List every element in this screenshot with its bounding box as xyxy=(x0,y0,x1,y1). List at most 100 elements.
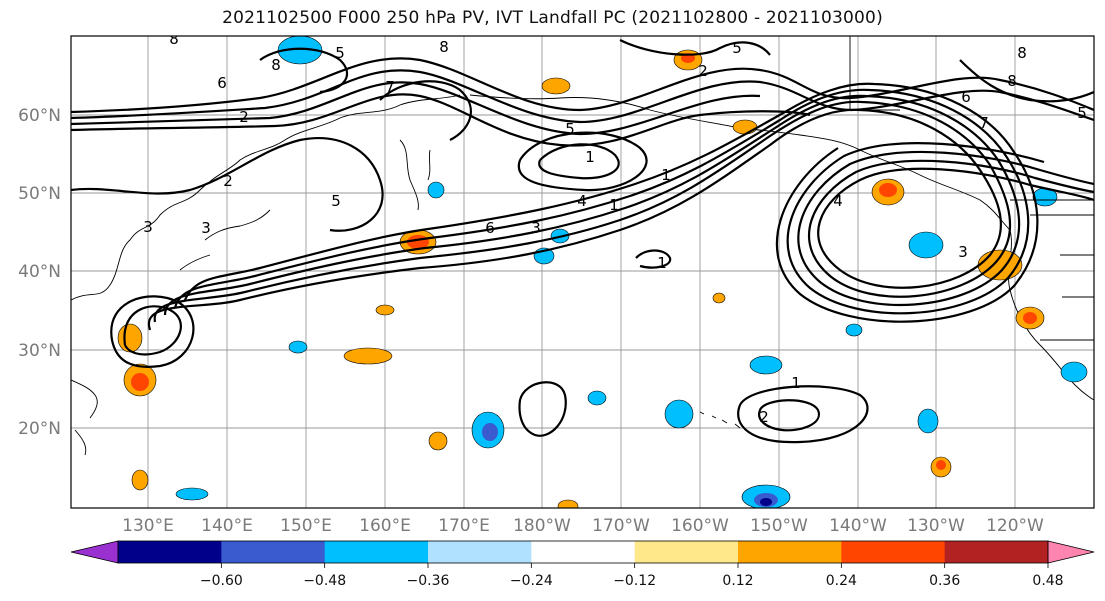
longitude-label: 130°W xyxy=(907,516,965,536)
neg-anomaly-blob xyxy=(277,36,323,65)
pv-contour-label: 3 xyxy=(531,219,541,237)
colorbar-segment xyxy=(221,541,326,563)
pv-contour-label: 8 xyxy=(1007,72,1017,90)
pv-contour-label: 3 xyxy=(201,219,211,237)
pv-contour-label: 3 xyxy=(958,243,968,261)
pv-contour xyxy=(619,39,771,56)
pv-contour-label: 6 xyxy=(217,74,227,92)
pv-contour xyxy=(518,381,567,437)
pos-anomaly-core xyxy=(879,183,897,197)
pv-contours xyxy=(71,39,1094,444)
neg-anomaly-blob xyxy=(1060,361,1088,383)
colorbar-tick-label: 0.24 xyxy=(826,573,857,589)
colorbar-segment xyxy=(944,541,1049,563)
latitude-labels: 60°N 50°N 40°N 30°N 20°N xyxy=(18,106,61,439)
coastline-philippines xyxy=(71,379,98,456)
colorbar-frame xyxy=(117,540,1049,564)
pv-contour-label: 5 xyxy=(1077,104,1087,122)
neg-anomaly-blob xyxy=(749,355,783,375)
colorbar-extend-low xyxy=(70,540,119,564)
colorbar-segment xyxy=(841,541,946,563)
colorbar-extend-high xyxy=(1047,540,1095,564)
neg-anomaly-blob xyxy=(917,408,939,434)
pv-contour xyxy=(71,81,761,136)
coastline-hawaii xyxy=(699,411,741,429)
pv-contour-label: 1 xyxy=(609,196,619,214)
colorbar-tick-label: −0.36 xyxy=(407,573,450,589)
pv-contour-label: 5 xyxy=(331,192,341,210)
coastline-kamchatka xyxy=(399,139,431,211)
colorbar-segment xyxy=(634,541,739,563)
longitude-label: 180°W xyxy=(513,516,571,536)
pv-contour xyxy=(635,249,672,269)
pv-contour xyxy=(123,305,182,356)
pv-contour-label: 8 xyxy=(439,38,449,56)
longitude-label: 170°E xyxy=(438,516,490,536)
pv-contour-label: 7 xyxy=(979,114,989,132)
pv-contour xyxy=(71,69,1094,124)
pv-contour xyxy=(379,80,472,141)
pv-contour xyxy=(71,57,1094,114)
border-us-states xyxy=(1030,214,1094,341)
latitude-label: 20°N xyxy=(18,419,61,439)
political-borders xyxy=(849,36,1094,341)
pv-contour-label: 8 xyxy=(169,30,179,48)
pos-anomaly-core xyxy=(131,373,149,391)
colorbar-tick-label: 0.48 xyxy=(1032,573,1063,589)
pv-contour-label: 6 xyxy=(961,88,971,106)
pv-contour-label: 7 xyxy=(385,78,395,96)
pv-contour xyxy=(758,399,820,432)
longitude-label: 160°E xyxy=(359,516,411,536)
pv-contour-label: 1 xyxy=(657,254,667,272)
pv-contour-label: 2 xyxy=(223,172,233,190)
pv-contour xyxy=(110,295,195,368)
pv-contour xyxy=(259,47,349,94)
pv-contour xyxy=(538,143,620,180)
latitude-label: 50°N xyxy=(18,184,61,204)
colorbar-segment xyxy=(428,541,532,563)
border-alaska xyxy=(849,36,900,111)
latitude-label: 40°N xyxy=(18,262,61,282)
pos-anomaly-blob xyxy=(117,323,143,353)
longitude-labels: 130°E 140°E 150°E 160°E 170°E 180°W 170°W 160°W… xyxy=(122,516,1044,536)
colorbar-segment xyxy=(118,541,222,563)
neg-anomaly-blob xyxy=(664,399,694,429)
latitude-label: 30°N xyxy=(18,341,61,361)
neg-anomaly-blob xyxy=(427,181,445,199)
pv-contour-label: 5 xyxy=(565,120,575,138)
pv-contour xyxy=(959,59,1094,103)
pv-contour-label: 1 xyxy=(585,148,595,166)
pv-contour xyxy=(737,385,869,444)
ocean-background xyxy=(71,36,1094,508)
latitude-label: 60°N xyxy=(18,106,61,126)
pos-anomaly-blob xyxy=(541,77,571,95)
coastline-asia xyxy=(71,94,461,301)
pv-contour xyxy=(517,131,648,192)
pos-anomaly-blob xyxy=(375,304,395,316)
longitude-label: 170°W xyxy=(592,516,650,536)
coastline-japan xyxy=(179,209,271,271)
colorbar-tick-label: 0.36 xyxy=(929,573,960,589)
pv-contour-label: 8 xyxy=(1017,44,1027,62)
neg-anomaly-blob xyxy=(587,390,607,406)
pos-anomaly-blob xyxy=(732,119,758,135)
neg-anomaly-blob xyxy=(908,231,944,259)
pos-anomaly-core xyxy=(1023,312,1037,324)
pos-anomaly-blob xyxy=(557,499,579,508)
colorbar-segment xyxy=(324,541,429,563)
map-frame xyxy=(70,35,1095,509)
pv-contour-label: 5 xyxy=(335,44,345,62)
colorbar-tick-label: 0.12 xyxy=(722,573,753,589)
longitude-label: 160°W xyxy=(671,516,729,536)
pv-contour-label: 2 xyxy=(239,108,249,126)
neg-anomaly-blob xyxy=(288,340,308,354)
longitude-label: 120°W xyxy=(986,516,1044,536)
pv-contour-label: 1 xyxy=(791,374,801,392)
pv-contour-label: 5 xyxy=(732,39,742,57)
longitude-label: 140°W xyxy=(829,516,887,536)
pos-anomaly-blob xyxy=(977,249,1023,281)
pos-anomaly-core xyxy=(936,460,946,470)
